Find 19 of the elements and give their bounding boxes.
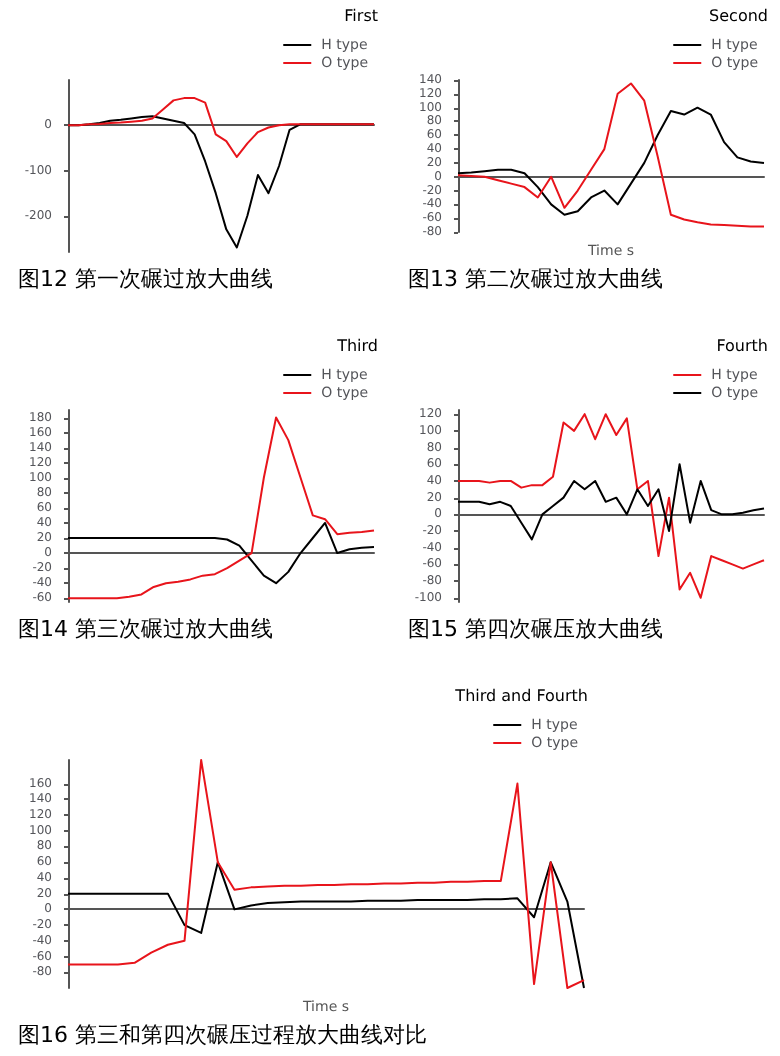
line-series (457, 106, 765, 216)
line-series (67, 521, 375, 585)
legend-title: Fourth (716, 337, 769, 355)
legend-title: Third (335, 337, 378, 355)
line-series (457, 413, 765, 599)
line-series (457, 463, 765, 541)
line-series (67, 759, 585, 989)
text: 图15 第四次碾压放大曲线 (408, 616, 663, 642)
text: 图16 第三和第四次碾压过程放大曲线对比 (18, 1022, 427, 1048)
text: 图14 第三次碾过放大曲线 (18, 616, 273, 642)
line-series (457, 82, 765, 228)
legend-title: Second (709, 7, 769, 25)
text: 图13 第二次碾过放大曲线 (408, 266, 663, 292)
line-series (67, 97, 375, 158)
line-series (67, 416, 375, 600)
line-series (67, 861, 585, 989)
text: 图12 第一次碾过放大曲线 (18, 266, 273, 292)
legend-title: Third and Fourth (453, 687, 589, 705)
legend-title: First (344, 7, 379, 25)
